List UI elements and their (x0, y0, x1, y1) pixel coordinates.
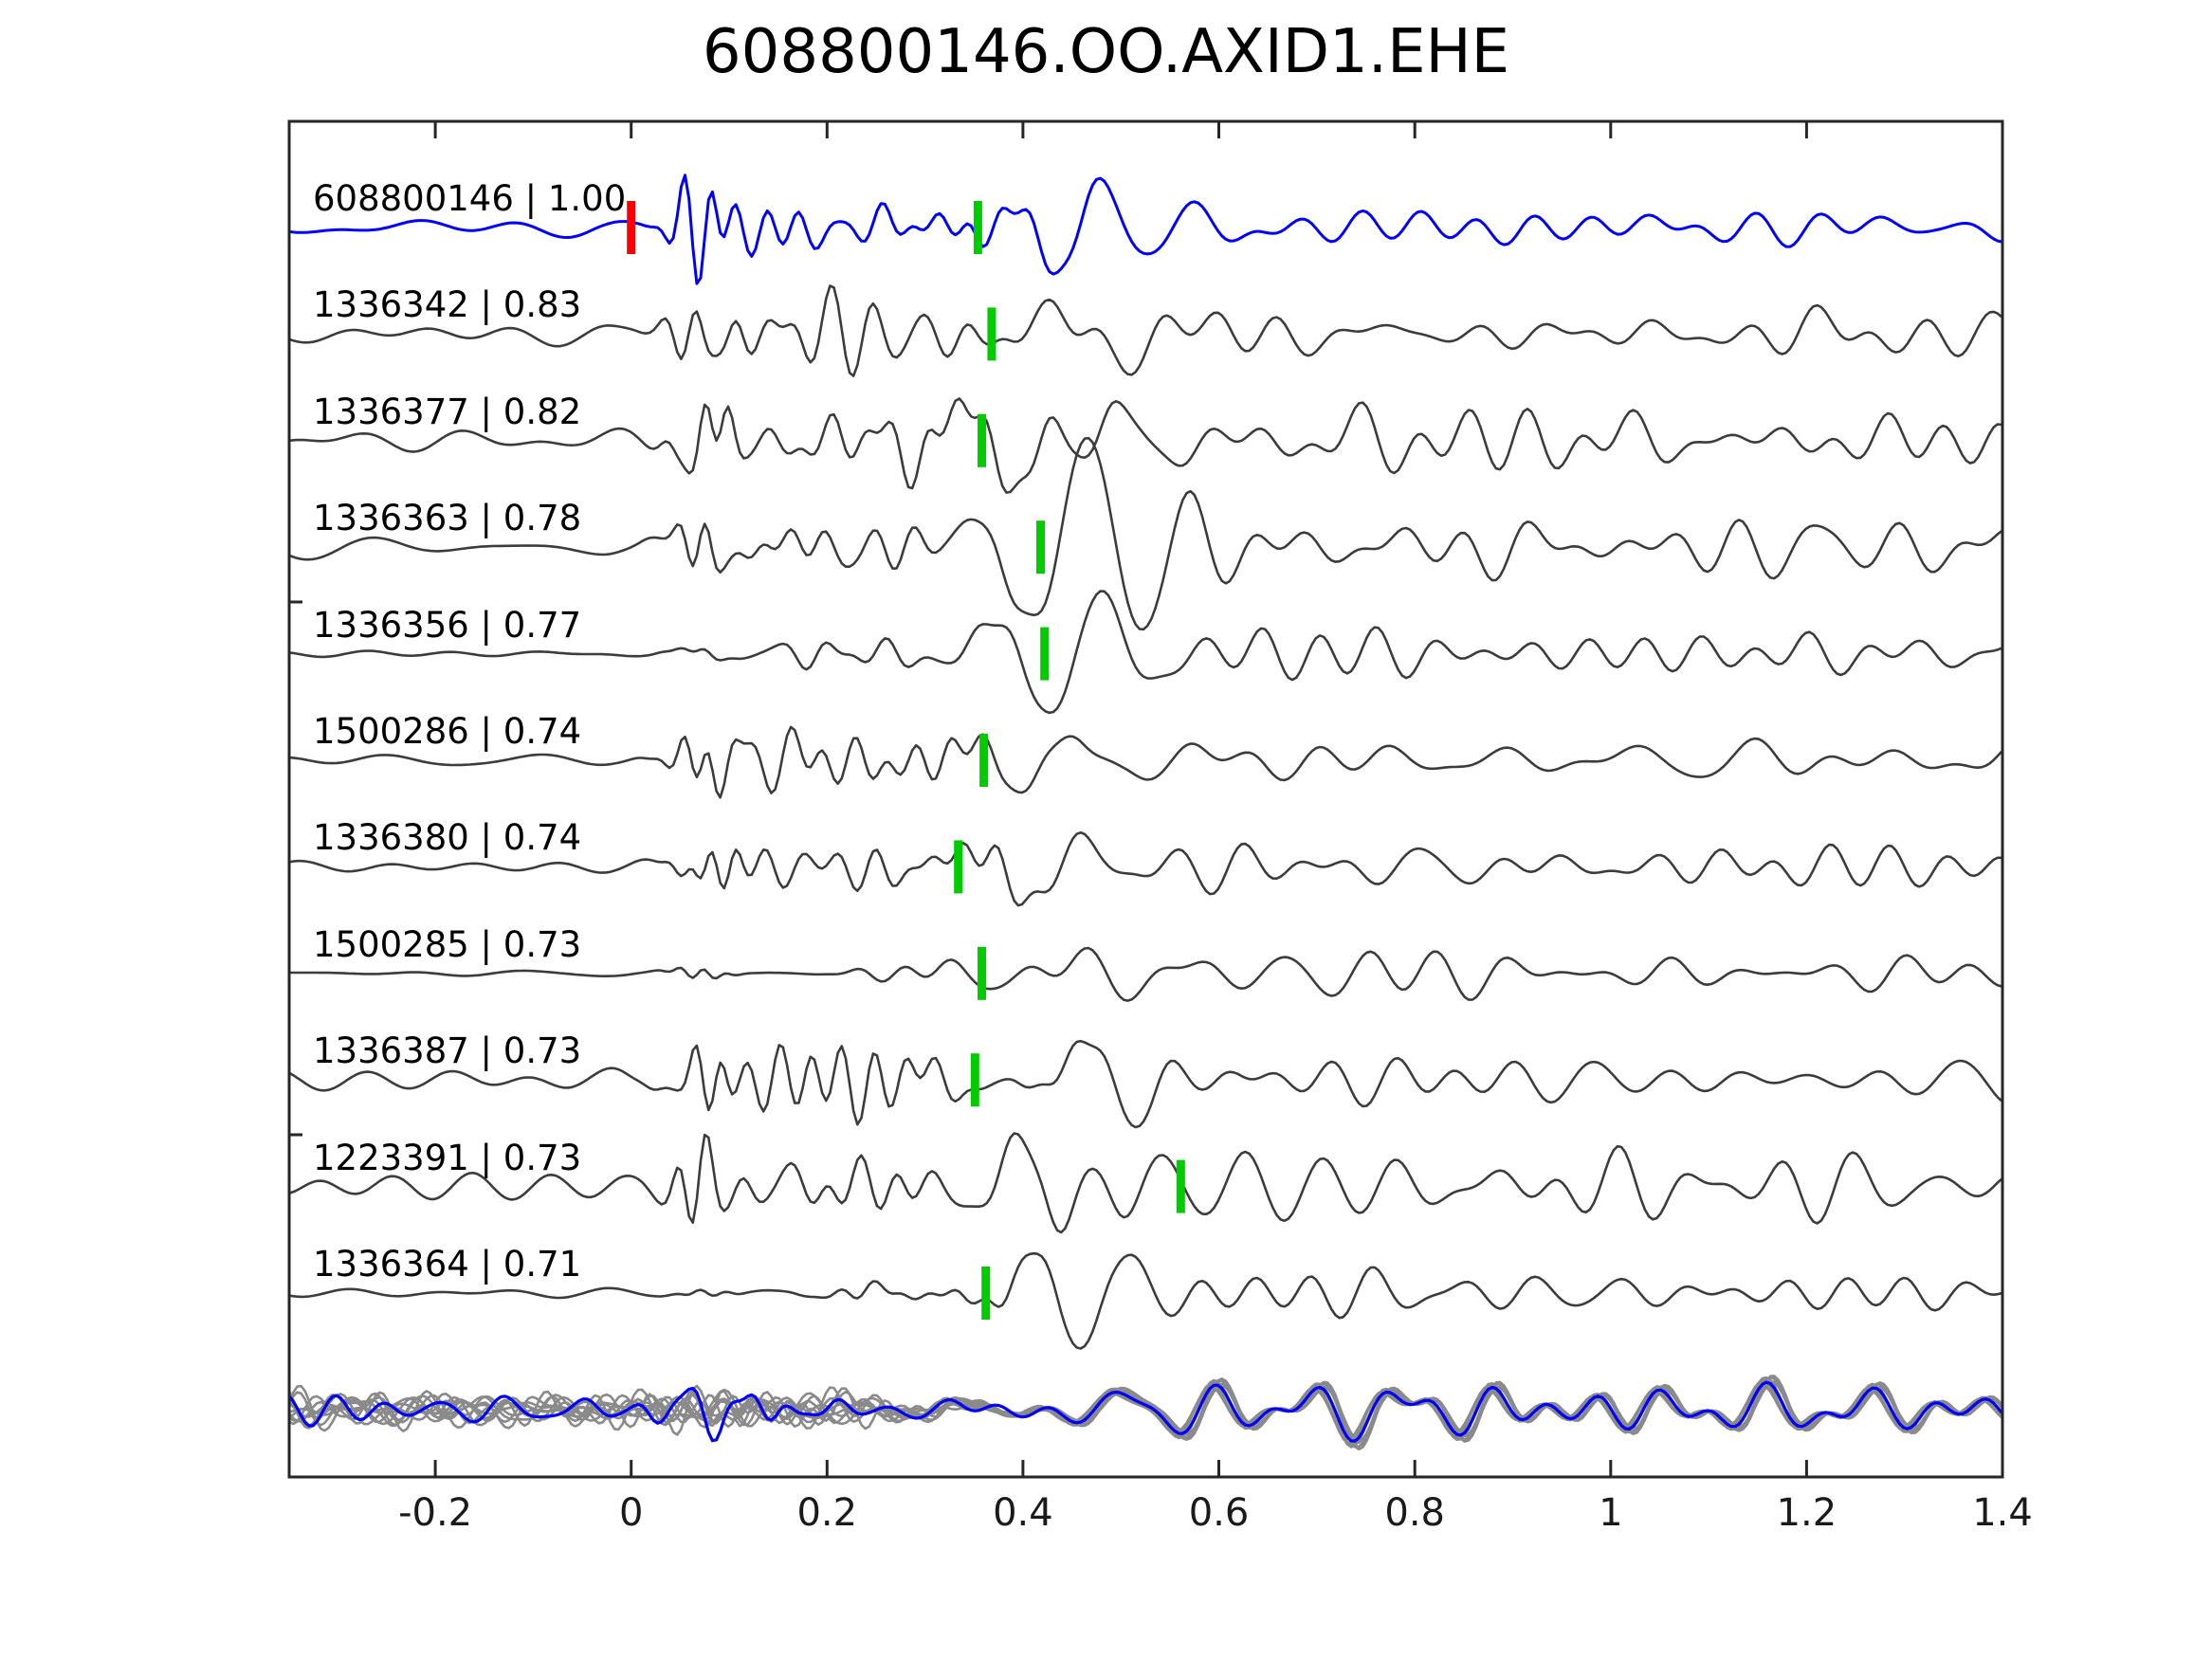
red-pick-marker-608800146 (627, 201, 636, 254)
trace-label-1336342: 1336342 | 0.83 (313, 284, 582, 326)
waveform-trace-1500285 (289, 946, 2002, 1002)
green-pick-marker-1223391 (1176, 1159, 1185, 1213)
trace-label-1336364: 1336364 | 0.71 (313, 1244, 582, 1285)
waveform-trace-1336380 (289, 830, 2002, 907)
overlay-trace-1336364 (289, 1379, 2002, 1444)
trace-label-1336363: 1336363 | 0.78 (313, 498, 582, 539)
x-tick-label-1.4: 1.4 (1972, 1491, 2033, 1535)
green-pick-marker-1336342 (987, 307, 996, 361)
green-pick-marker-1336380 (954, 840, 963, 894)
waveform-trace-1336363 (289, 436, 2002, 631)
waveform-trace-1223391 (289, 1132, 2002, 1234)
trace-label-1223391: 1223391 | 0.73 (313, 1137, 582, 1178)
trace-label-1336356: 1336356 | 0.77 (313, 604, 582, 646)
green-pick-marker-1336387 (970, 1053, 979, 1107)
x-tick-label-1: 1 (1599, 1491, 1623, 1535)
waveform-trace-608800146 (289, 173, 2002, 285)
trace-label-1336380: 1336380 | 0.74 (313, 817, 582, 859)
green-pick-marker-1336363 (1036, 520, 1045, 574)
green-pick-marker-1336356 (1040, 627, 1050, 681)
x-tick-label-0.8: 0.8 (1384, 1491, 1445, 1535)
trace-label-1500285: 1500285 | 0.73 (313, 923, 582, 965)
green-pick-marker-1336377 (978, 413, 986, 467)
trace-label-1336387: 1336387 | 0.73 (313, 1030, 582, 1072)
trace-label-608800146: 608800146 | 1.00 (313, 178, 627, 219)
green-pick-marker-1336364 (981, 1267, 991, 1320)
axes-box (287, 119, 2004, 1479)
trace-layer (289, 173, 2002, 1451)
trace-label-1500286: 1500286 | 0.74 (313, 711, 582, 752)
waveform-trace-1336377 (289, 397, 2002, 494)
chart-title: 608800146.OO.AXID1.EHE (702, 17, 1510, 87)
x-tick-label-0: 0 (618, 1491, 644, 1535)
waveform-trace-1336387 (289, 1039, 2002, 1129)
x-tick-label-0.6: 0.6 (1188, 1491, 1250, 1535)
waveform-trace-1500286 (289, 725, 2002, 799)
waveform-trace-1336342 (289, 284, 2002, 377)
x-tick-label-1.2: 1.2 (1776, 1491, 1837, 1535)
waveform-trace-1336364 (289, 1251, 2002, 1350)
green-pick-marker-1500285 (978, 946, 986, 1000)
x-tick-label--0.2: -0.2 (398, 1491, 473, 1535)
waveform-trace-1336356 (289, 590, 2002, 715)
green-pick-marker-1500286 (979, 734, 989, 787)
trace-label-1336377: 1336377 | 0.82 (313, 391, 582, 432)
overlay-template-608800146 (289, 1380, 2002, 1443)
x-tick-label-0.2: 0.2 (796, 1491, 858, 1535)
green-pick-marker-608800146 (973, 201, 982, 254)
x-tick-label-0.4: 0.4 (993, 1491, 1053, 1535)
